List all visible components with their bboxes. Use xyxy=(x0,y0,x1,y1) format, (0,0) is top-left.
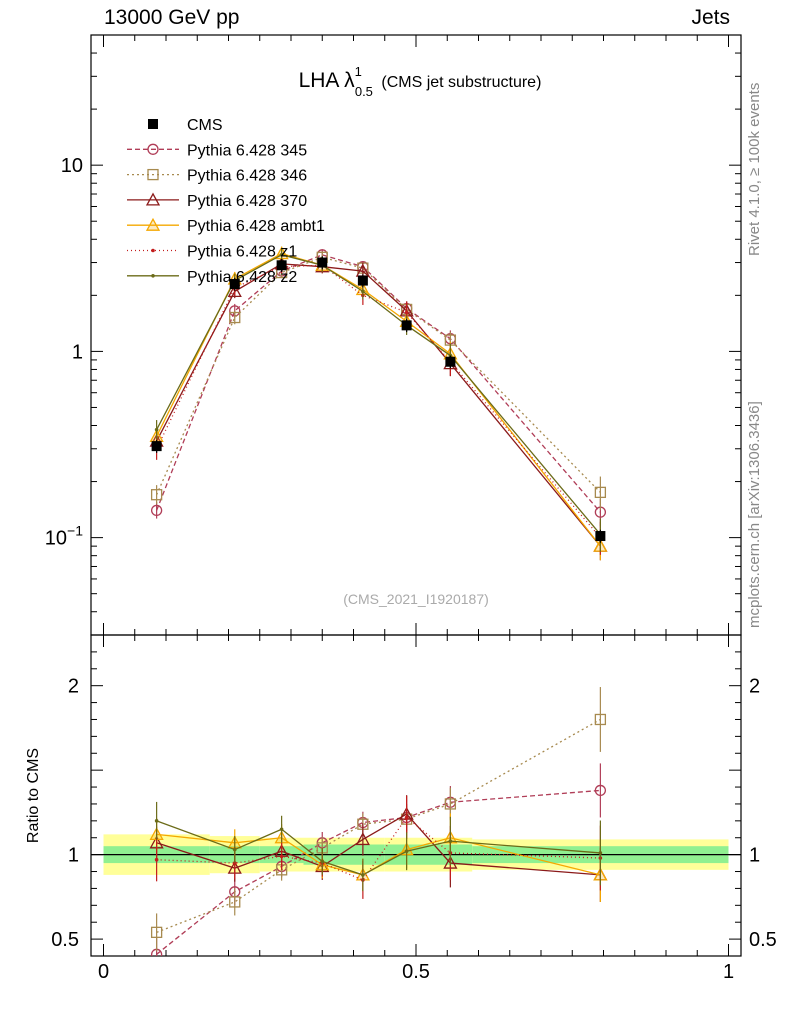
legend-label-cms: CMS xyxy=(187,117,223,134)
main-y-tick-base: 10 xyxy=(45,528,67,550)
chart-title: LHA λ1 0.5 (CMS jet substructure) xyxy=(299,64,542,99)
legend-marker xyxy=(147,143,159,155)
chart-title-note: (CMS jet substructure) xyxy=(377,74,541,91)
ratio-y-tick-label-right: 2 xyxy=(749,676,760,698)
series-point xyxy=(229,311,241,324)
series-ratio-point xyxy=(229,896,241,908)
chart-title-subscript: 0.5 xyxy=(355,84,373,99)
legend-marker xyxy=(147,168,159,181)
series-ratio-line xyxy=(156,718,601,933)
series-point xyxy=(404,310,409,315)
main-y-tick-label: 1 xyxy=(72,341,83,363)
chart-title-superscript: 1 xyxy=(355,64,362,79)
series-point xyxy=(227,284,242,298)
series-ratio-point xyxy=(361,873,365,877)
ratio-y-tick-label-left: 1 xyxy=(68,845,79,867)
series-point xyxy=(150,489,163,501)
legend-label: Pythia 6.428 ambt1 xyxy=(187,218,325,235)
series-line xyxy=(156,254,601,535)
series-line xyxy=(156,254,601,513)
series-line xyxy=(156,252,601,547)
legend-label: Pythia 6.428 345 xyxy=(187,142,307,159)
series-point xyxy=(154,427,159,432)
series-point xyxy=(361,289,365,294)
series-ratio-point xyxy=(598,851,603,855)
series-ratio-line xyxy=(156,816,601,881)
series-line xyxy=(156,263,601,547)
data-point xyxy=(276,260,287,271)
chart-title-main: LHA λ xyxy=(299,69,356,92)
main-y-tick-exponent: −1 xyxy=(67,523,83,539)
series-ratio-point xyxy=(320,859,325,864)
legend-label: Pythia 6.428 346 xyxy=(187,168,307,185)
main-y-tick-label: 10 xyxy=(61,155,83,177)
data-point xyxy=(229,279,240,290)
series-ratio-line xyxy=(156,789,601,955)
series-ratio-point xyxy=(150,926,163,938)
series-ratio-point xyxy=(279,854,284,859)
series-ratio-point xyxy=(355,832,370,846)
legend-marker xyxy=(145,192,161,206)
series-ratio-point xyxy=(279,827,284,832)
analysis-category-label: Jets xyxy=(691,6,730,29)
legend-label: Pythia 6.428 z1 xyxy=(187,244,297,261)
legend-marker-cms xyxy=(148,119,158,129)
data-point xyxy=(401,320,412,331)
series-line xyxy=(156,256,601,495)
series-ratio-point xyxy=(594,713,607,726)
legend-marker xyxy=(151,248,155,253)
series-ratio-point xyxy=(404,849,409,854)
series-point xyxy=(150,504,163,517)
series-line xyxy=(156,264,601,539)
ratio-y-tick-label-left: 0.5 xyxy=(51,929,79,951)
series-point xyxy=(594,486,607,499)
series-ratio-point xyxy=(232,847,237,852)
ratio-y-tick-label-left: 2 xyxy=(68,676,79,698)
x-tick-label: 0.5 xyxy=(402,961,430,983)
ratio-y-tick-label-right: 0.5 xyxy=(749,929,777,951)
data-point xyxy=(595,531,606,542)
series-point xyxy=(279,253,284,257)
ratio-plot-frame xyxy=(90,634,742,957)
process-label: 13000 GeV pp xyxy=(104,6,240,29)
series-ratio-point xyxy=(444,798,457,810)
legend-marker xyxy=(145,217,161,231)
series-ratio-point xyxy=(154,819,159,823)
x-tick-label: 1 xyxy=(723,961,734,983)
series-ratio-line xyxy=(156,813,601,876)
legend-marker xyxy=(151,274,155,278)
legend-label: Pythia 6.428 370 xyxy=(187,193,307,210)
series-ratio-point xyxy=(404,815,409,820)
series-ratio-point xyxy=(154,857,159,862)
data-point xyxy=(445,356,456,367)
x-tick-label: 0 xyxy=(98,961,109,983)
data-point xyxy=(357,275,368,286)
ratio-y-tick-label-right: 1 xyxy=(749,845,760,867)
main-y-tick-label: 10−1 xyxy=(45,523,83,550)
series-ratio-line xyxy=(156,820,601,876)
analysis-watermark: (CMS_2021_I1920187) xyxy=(343,591,489,607)
data-point xyxy=(151,441,162,452)
ratio-y-axis-label: Ratio to CMS xyxy=(25,748,42,843)
series-ratio-point xyxy=(594,784,607,797)
series-ratio-line xyxy=(156,833,601,876)
data-point xyxy=(317,257,328,268)
legend-label: Pythia 6.428 z2 xyxy=(187,269,297,286)
ratio-series-group xyxy=(149,687,608,956)
main-series-group xyxy=(149,246,608,561)
series-ratio-point xyxy=(448,839,453,843)
